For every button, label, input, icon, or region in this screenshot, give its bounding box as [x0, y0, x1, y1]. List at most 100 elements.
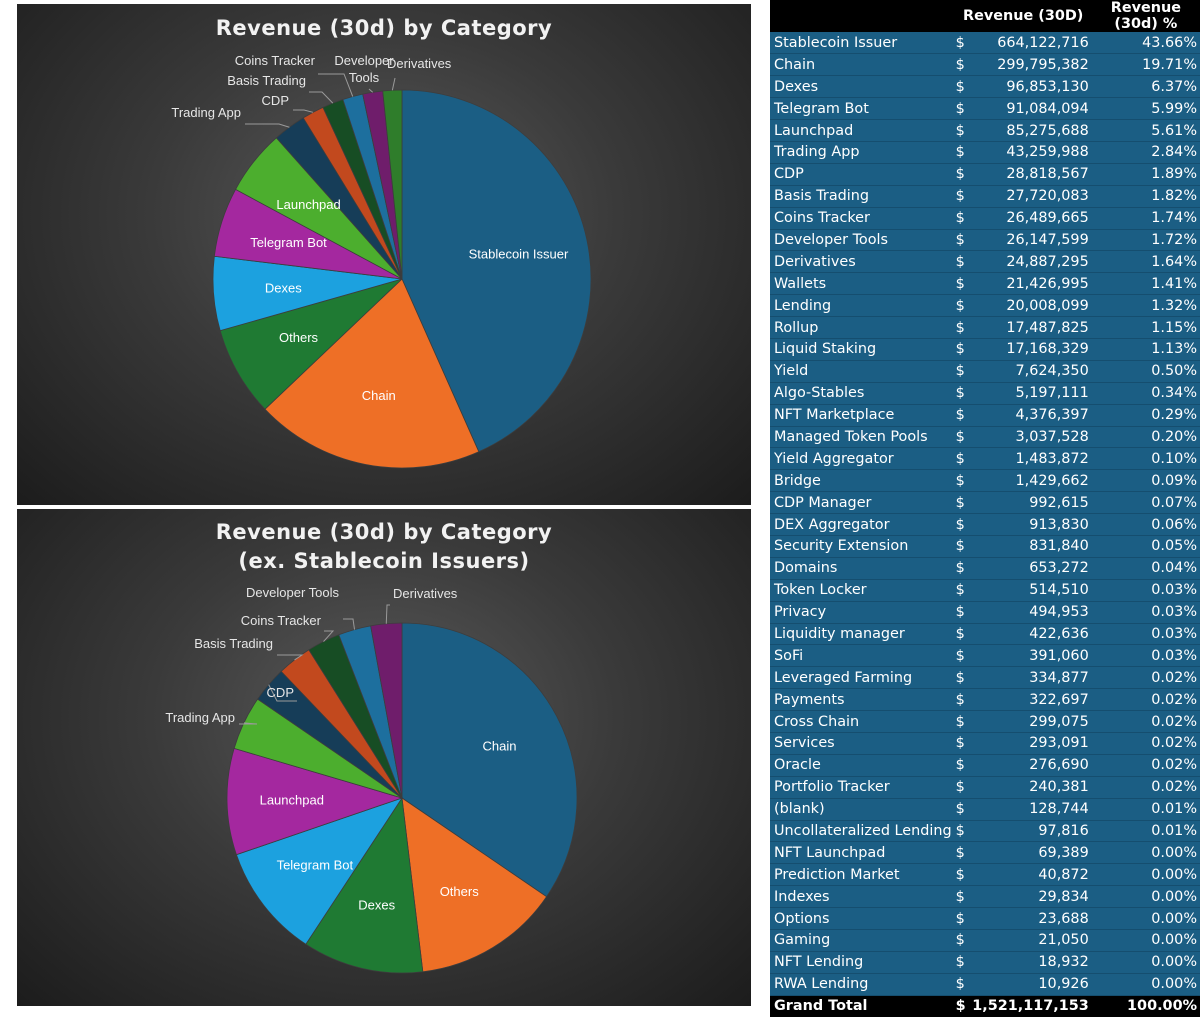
table-row: NFT Lending $18,932 0.00% [770, 951, 1200, 974]
row-currency: $ [953, 229, 971, 252]
slice-label-chain: Chain [483, 739, 517, 754]
leader-line-coins-tracker [323, 630, 335, 642]
table-row: Launchpad $85,275,688 5.61% [770, 119, 1200, 142]
row-percent: 0.01% [1092, 798, 1200, 821]
row-currency: $ [953, 250, 971, 274]
table-row: Liquid Staking $17,168,329 1.13% [770, 338, 1200, 361]
row-revenue: 24,887,295 [970, 250, 1093, 274]
row-category: Token Locker [770, 579, 954, 602]
leader-line-derivatives [385, 604, 390, 624]
row-category: (blank) [770, 798, 954, 821]
table-row: CDP Manager $992,615 0.07% [770, 491, 1200, 515]
row-percent: 0.01% [1092, 820, 1200, 843]
row-revenue: 20,008,099 [970, 294, 1093, 318]
row-percent: 0.00% [1092, 951, 1200, 974]
leader-line-developer-tools [368, 88, 374, 93]
row-currency: $ [953, 119, 971, 142]
row-category: DEX Aggregator [770, 513, 954, 536]
table-row: Managed Token Pools $3,037,528 0.20% [770, 426, 1200, 449]
table-row: Liquidity manager $422,636 0.03% [770, 623, 1200, 646]
row-currency: $ [953, 316, 971, 339]
row-percent: 0.29% [1092, 404, 1200, 427]
row-category: Gaming [770, 929, 954, 952]
row-category: Launchpad [770, 119, 954, 142]
table-row: Uncollateralized Lending $97,816 0.01% [770, 820, 1200, 843]
row-currency: $ [953, 841, 971, 865]
row-currency: $ [953, 951, 971, 974]
row-revenue: 23,688 [970, 907, 1093, 931]
row-revenue: 494,953 [970, 601, 1093, 624]
slice-label-coins-tracker: Coins Tracker [241, 613, 322, 628]
row-revenue: 21,050 [970, 929, 1093, 952]
row-revenue: 7,624,350 [970, 360, 1093, 383]
row-revenue: 299,795,382 [970, 53, 1093, 77]
row-revenue: 69,389 [970, 841, 1093, 865]
row-currency: $ [953, 644, 971, 668]
pie-slice-telegram-bot [235, 797, 403, 945]
row-percent: 0.04% [1092, 557, 1200, 580]
row-currency: $ [953, 513, 971, 536]
row-percent: 0.07% [1092, 491, 1200, 515]
row-revenue: 514,510 [970, 579, 1093, 602]
row-revenue: 422,636 [970, 623, 1093, 646]
row-percent: 5.99% [1092, 97, 1200, 121]
row-percent: 1.15% [1092, 316, 1200, 339]
slice-label-cdp: CDP [267, 685, 294, 700]
row-category: Yield [770, 360, 954, 383]
row-percent: 1.82% [1092, 185, 1200, 208]
row-percent: 0.10% [1092, 447, 1200, 471]
grand-total-currency: $ [955, 998, 966, 1015]
row-currency: $ [953, 97, 971, 121]
leader-line-cdp [293, 109, 314, 113]
row-percent: 0.02% [1092, 732, 1200, 755]
row-revenue: 97,816 [970, 820, 1093, 843]
slice-label-stablecoin-issuer: Stablecoin Issuer [469, 246, 569, 261]
table-row: Domains $653,272 0.04% [770, 557, 1200, 580]
row-category: NFT Marketplace [770, 404, 954, 427]
slice-label-derivatives: Derivatives [387, 56, 452, 71]
table-row: Prediction Market $40,872 0.00% [770, 863, 1200, 887]
row-category: Trading App [770, 141, 954, 164]
chart-panel-ex-stablecoin: Revenue (30d) by Category (ex. Stablecoi… [17, 509, 751, 1006]
table-row: Yield $7,624,350 0.50% [770, 360, 1200, 383]
row-category: Dexes [770, 75, 954, 99]
row-revenue: 85,275,688 [970, 119, 1093, 142]
pie-slice-derivatives [382, 89, 403, 280]
table-row: Rollup $17,487,825 1.15% [770, 316, 1200, 339]
row-currency: $ [953, 404, 971, 427]
leader-line-trading-app [239, 722, 258, 725]
row-percent: 0.02% [1092, 776, 1200, 799]
row-revenue: 10,926 [970, 973, 1093, 996]
row-category: Bridge [770, 469, 954, 493]
pie-slice-chain [401, 622, 578, 898]
chart-subtitle: (ex. Stablecoin Issuers) [238, 549, 529, 573]
row-category: Managed Token Pools [770, 426, 954, 449]
table-row: RWA Lending $10,926 0.00% [770, 973, 1200, 996]
row-category: Yield Aggregator [770, 447, 954, 471]
row-currency: $ [953, 666, 971, 690]
row-percent: 0.50% [1092, 360, 1200, 383]
slice-label-others: Others [440, 884, 480, 899]
row-currency: $ [953, 885, 971, 909]
row-currency: $ [953, 382, 971, 405]
row-category: Services [770, 732, 954, 755]
row-percent: 1.32% [1092, 294, 1200, 318]
chart-panel-all-categories: Revenue (30d) by Category Stablecoin Iss… [17, 4, 751, 505]
row-currency: $ [953, 272, 971, 296]
row-currency: $ [953, 732, 971, 755]
table-header-row: Revenue (30D) Revenue (30d) % [770, 0, 1200, 32]
row-category: SoFi [770, 644, 954, 668]
row-category: Leveraged Farming [770, 666, 954, 690]
grand-total-value: 1,521,117,153 [972, 998, 1089, 1015]
table-row: Chain $299,795,382 19.71% [770, 53, 1200, 77]
row-currency: $ [953, 53, 971, 77]
slice-label-coins-tracker: Coins Tracker [235, 53, 316, 68]
pie-slice-stablecoin-issuer [401, 89, 592, 453]
row-percent: 0.00% [1092, 885, 1200, 909]
row-currency: $ [953, 973, 971, 996]
row-revenue: 322,697 [970, 688, 1093, 712]
table-row: Developer Tools $26,147,599 1.72% [770, 229, 1200, 252]
row-currency: $ [953, 163, 971, 186]
row-category: Liquid Staking [770, 338, 954, 361]
table-row: Indexes $29,834 0.00% [770, 885, 1200, 909]
